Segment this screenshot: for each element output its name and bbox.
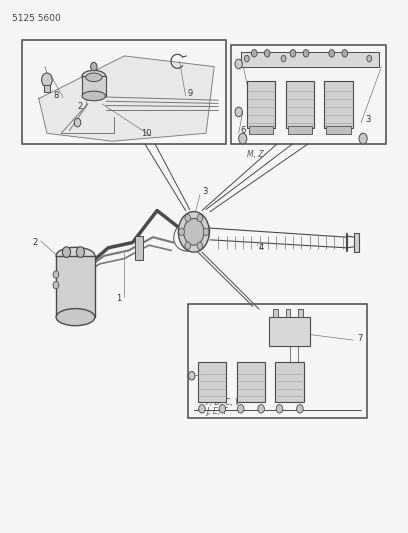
Circle shape — [53, 271, 59, 278]
Text: 1: 1 — [116, 294, 122, 303]
Text: 10: 10 — [141, 129, 151, 138]
Circle shape — [239, 133, 247, 144]
Text: 6: 6 — [241, 126, 246, 135]
Circle shape — [258, 405, 264, 413]
Circle shape — [235, 59, 242, 69]
Circle shape — [197, 242, 203, 249]
Bar — [198, 362, 226, 402]
Circle shape — [235, 107, 242, 117]
Bar — [326, 126, 351, 134]
Circle shape — [244, 55, 249, 62]
Bar — [241, 52, 379, 67]
Circle shape — [42, 73, 52, 87]
Circle shape — [297, 405, 303, 413]
Ellipse shape — [82, 91, 106, 101]
Ellipse shape — [82, 70, 106, 82]
Circle shape — [74, 118, 81, 127]
Circle shape — [290, 50, 296, 57]
Bar — [275, 362, 304, 402]
Circle shape — [276, 405, 283, 413]
Ellipse shape — [56, 309, 95, 326]
Circle shape — [91, 62, 97, 71]
Circle shape — [185, 214, 191, 222]
Text: J, E, T: J, E, T — [206, 407, 227, 416]
Ellipse shape — [56, 247, 95, 264]
Bar — [269, 317, 310, 346]
Bar — [237, 362, 265, 402]
Circle shape — [281, 55, 286, 62]
Bar — [288, 126, 312, 134]
Bar — [324, 81, 353, 128]
Circle shape — [185, 242, 191, 249]
Circle shape — [367, 55, 372, 62]
Circle shape — [303, 50, 309, 57]
Text: 2: 2 — [33, 238, 38, 247]
Circle shape — [53, 281, 59, 289]
Text: 2: 2 — [78, 102, 83, 111]
Bar — [247, 81, 275, 128]
Text: 4: 4 — [259, 244, 264, 252]
Circle shape — [264, 50, 270, 57]
Circle shape — [329, 50, 335, 57]
Circle shape — [179, 228, 184, 236]
Circle shape — [62, 247, 71, 257]
Bar — [231, 45, 386, 144]
Text: 5125 5600: 5125 5600 — [12, 14, 61, 23]
Circle shape — [178, 212, 209, 252]
Circle shape — [251, 50, 257, 57]
Circle shape — [237, 405, 244, 413]
Circle shape — [184, 219, 204, 245]
Bar — [286, 309, 290, 317]
Text: M, Z: M, Z — [247, 150, 264, 159]
Circle shape — [219, 405, 226, 413]
Text: 3: 3 — [202, 188, 207, 196]
Text: 3: 3 — [365, 116, 370, 124]
Circle shape — [203, 228, 209, 236]
Bar — [286, 81, 314, 128]
Bar — [22, 40, 226, 144]
Circle shape — [199, 405, 205, 413]
Bar — [44, 85, 50, 92]
Circle shape — [188, 372, 195, 380]
Ellipse shape — [86, 73, 102, 82]
Bar — [135, 236, 143, 260]
Circle shape — [76, 247, 84, 257]
Bar — [56, 256, 95, 317]
Bar — [298, 309, 303, 317]
Circle shape — [359, 133, 367, 144]
Text: 8: 8 — [53, 92, 58, 100]
Text: 5: 5 — [255, 105, 260, 114]
Bar — [354, 233, 359, 252]
Circle shape — [342, 50, 348, 57]
Bar — [82, 76, 106, 96]
Polygon shape — [39, 56, 214, 141]
Text: 7: 7 — [357, 334, 362, 343]
Bar — [249, 126, 273, 134]
Bar — [188, 304, 367, 418]
Bar — [273, 309, 278, 317]
Text: 9: 9 — [188, 89, 193, 98]
Text: P, D, C, V.: P, D, C, V. — [206, 398, 242, 407]
Circle shape — [197, 214, 203, 222]
